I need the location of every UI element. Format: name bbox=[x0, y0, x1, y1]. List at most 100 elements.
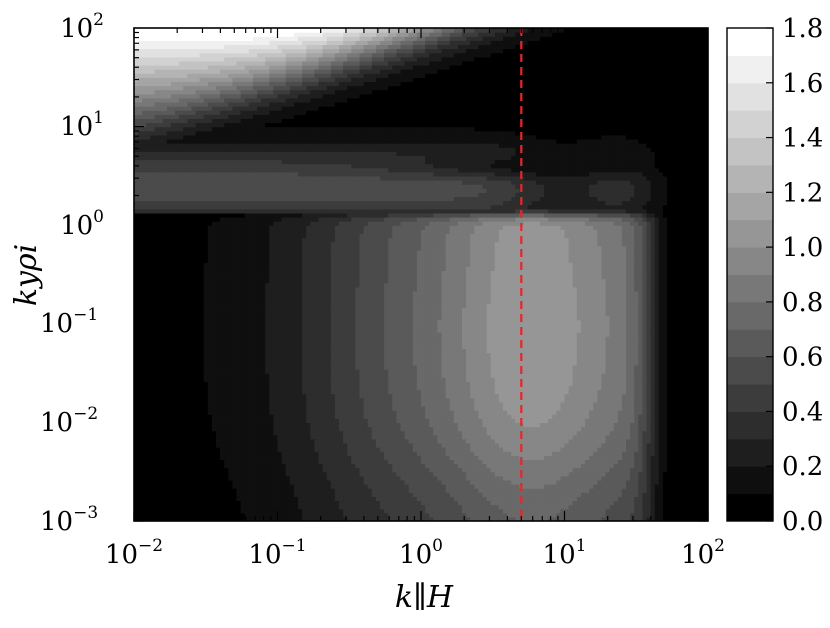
heatmap-cell bbox=[478, 422, 484, 428]
heatmap-cell bbox=[351, 393, 356, 399]
heatmap-cell bbox=[396, 442, 402, 448]
heatmap-cell bbox=[687, 496, 693, 502]
heatmap-cell bbox=[597, 484, 602, 489]
heatmap-cell bbox=[515, 397, 520, 403]
heatmap-cell bbox=[302, 467, 307, 473]
heatmap-cell bbox=[507, 512, 512, 518]
heatmap-cell bbox=[445, 516, 451, 521]
heatmap-cell bbox=[355, 410, 361, 415]
heatmap-cell bbox=[248, 512, 254, 518]
heatmap-cell bbox=[453, 500, 459, 506]
heatmap-cell bbox=[285, 516, 291, 521]
heatmap-cell bbox=[322, 373, 328, 378]
heatmap-cell bbox=[650, 401, 656, 407]
heatmap-cell bbox=[482, 467, 488, 473]
heatmap-cell bbox=[445, 373, 451, 378]
heatmap-cell bbox=[330, 447, 336, 452]
heatmap-cell bbox=[179, 422, 184, 428]
heatmap-cell bbox=[158, 500, 164, 506]
heatmap-cell bbox=[175, 397, 180, 403]
heatmap-cell bbox=[199, 504, 205, 510]
heatmap-cell bbox=[195, 471, 201, 477]
heatmap-cell bbox=[642, 484, 648, 489]
heatmap-cell bbox=[421, 393, 426, 399]
heatmap-cell bbox=[416, 471, 422, 477]
heatmap-cell bbox=[302, 401, 307, 407]
heatmap-cell bbox=[445, 504, 451, 510]
heatmap-cell bbox=[613, 418, 619, 423]
heatmap-cell bbox=[207, 397, 213, 403]
heatmap-cell bbox=[363, 397, 369, 403]
heatmap-cell bbox=[199, 479, 205, 485]
heatmap-cell bbox=[589, 434, 594, 440]
heatmap-cell bbox=[252, 447, 258, 452]
heatmap-cell bbox=[199, 442, 205, 448]
heatmap-cell bbox=[683, 479, 689, 485]
heatmap-cell bbox=[421, 418, 426, 423]
heatmap-cell bbox=[441, 500, 447, 506]
heatmap-cell bbox=[404, 389, 410, 395]
heatmap-cell bbox=[621, 471, 627, 477]
heatmap-cell bbox=[593, 389, 598, 395]
heatmap-cell bbox=[457, 385, 463, 391]
heatmap-cell bbox=[445, 463, 451, 469]
heatmap-cell bbox=[515, 479, 520, 485]
heatmap-cell bbox=[609, 438, 615, 444]
heatmap-cell bbox=[216, 488, 221, 493]
heatmap-cell bbox=[351, 401, 356, 407]
heatmap-cell bbox=[285, 455, 291, 460]
heatmap-cell bbox=[585, 479, 590, 485]
heatmap-cell bbox=[203, 385, 209, 391]
heatmap-cell bbox=[240, 393, 246, 399]
heatmap-cell bbox=[429, 459, 434, 465]
heatmap-cell bbox=[322, 496, 328, 502]
heatmap-cell bbox=[572, 479, 578, 485]
heatmap-cell bbox=[375, 397, 381, 403]
heatmap-cell bbox=[421, 516, 426, 521]
heatmap-cell bbox=[630, 496, 635, 502]
heatmap-cell bbox=[585, 475, 590, 481]
heatmap-cell bbox=[679, 401, 684, 407]
heatmap-cell bbox=[252, 488, 258, 493]
heatmap-cell bbox=[388, 488, 393, 493]
heatmap-cell bbox=[437, 516, 443, 521]
heatmap-cell bbox=[421, 381, 426, 387]
heatmap-cell bbox=[474, 479, 479, 485]
heatmap-cell bbox=[539, 414, 545, 419]
heatmap-cell bbox=[449, 467, 455, 473]
heatmap-cell bbox=[572, 418, 578, 423]
heatmap-cell bbox=[400, 467, 406, 473]
heatmap-cell bbox=[314, 393, 320, 399]
heatmap-cell bbox=[617, 467, 623, 473]
heatmap-cell bbox=[367, 373, 373, 378]
heatmap-cell bbox=[412, 405, 418, 411]
heatmap-cell bbox=[449, 405, 455, 411]
heatmap-cell bbox=[322, 516, 328, 521]
heatmap-cell bbox=[400, 418, 406, 423]
heatmap-cell bbox=[298, 516, 303, 521]
heatmap-cell bbox=[470, 467, 475, 473]
heatmap-cell bbox=[150, 447, 156, 452]
heatmap-cell bbox=[474, 422, 479, 428]
heatmap-cell bbox=[195, 484, 201, 489]
heatmap-cell bbox=[527, 512, 533, 518]
heatmap-cell bbox=[363, 405, 369, 411]
heatmap-cell bbox=[437, 393, 443, 399]
heatmap-cell bbox=[146, 385, 151, 391]
heatmap-cell bbox=[154, 504, 160, 510]
heatmap-cell bbox=[691, 496, 697, 502]
heatmap-cell bbox=[466, 504, 471, 510]
heatmap-cell bbox=[179, 405, 184, 411]
heatmap-cell bbox=[183, 447, 188, 452]
heatmap-cell bbox=[421, 389, 426, 395]
heatmap-cell bbox=[441, 459, 447, 465]
heatmap-cell bbox=[285, 475, 291, 481]
heatmap-cell bbox=[449, 397, 455, 403]
heatmap-cell bbox=[232, 467, 238, 473]
heatmap-cell bbox=[642, 438, 648, 444]
heatmap-cell bbox=[359, 504, 365, 510]
heatmap-cell bbox=[380, 410, 385, 415]
heatmap-cell bbox=[396, 401, 402, 407]
heatmap-cell bbox=[396, 475, 402, 481]
heatmap-cell bbox=[429, 385, 434, 391]
